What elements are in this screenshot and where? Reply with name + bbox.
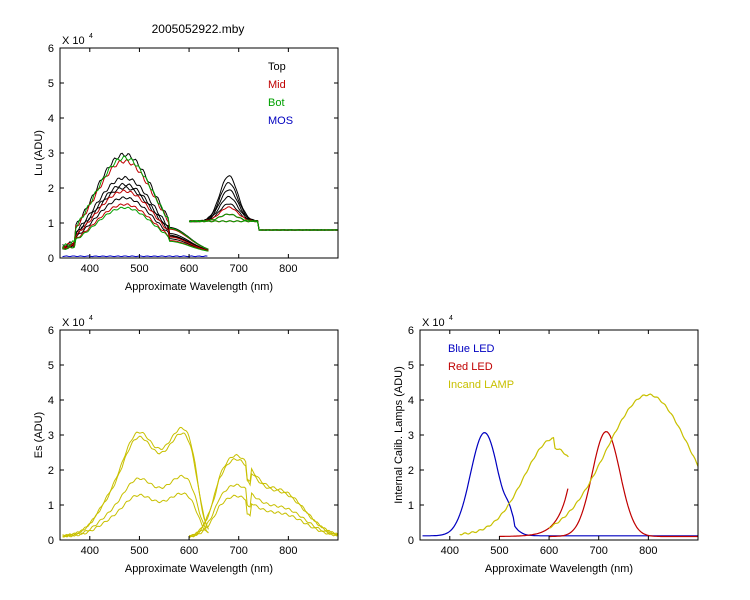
- lamps-x-axis-label: Approximate Wavelength (nm): [485, 563, 633, 575]
- lu-legend-mos: MOS: [268, 115, 293, 127]
- y-tick-label: 1: [408, 500, 414, 512]
- y-tick-label: 4: [48, 113, 54, 125]
- x-tick-label: 800: [279, 545, 297, 557]
- es-series-line: [189, 494, 339, 538]
- x-tick-label: 600: [180, 263, 198, 275]
- lamps-multiplier-exponent: 4: [449, 315, 453, 322]
- y-tick-label: 5: [408, 360, 414, 372]
- x-tick-label: 600: [180, 545, 198, 557]
- es-series-line: [188, 453, 339, 538]
- es-ticks: 400 500 600 700 800 0 1 2 3 4 5 6: [48, 325, 338, 557]
- lu-series-line: [188, 181, 339, 231]
- y-tick-label: 1: [48, 218, 54, 230]
- es-series-line: [188, 483, 339, 538]
- x-tick-label: 500: [130, 263, 148, 275]
- es-multiplier: X 10: [62, 317, 85, 329]
- lamps-series-line: [459, 436, 569, 536]
- es-series-line: [62, 426, 209, 537]
- lu-series-line: [62, 155, 209, 250]
- y-tick-label: 0: [408, 535, 414, 547]
- lamps-multiplier: X 10: [422, 317, 445, 329]
- y-tick-label: 6: [48, 325, 54, 337]
- y-tick-label: 5: [48, 360, 54, 372]
- lu-series-line: [62, 206, 209, 252]
- es-chart: 400 500 600 700 800 0 1 2 3 4 5 6 X 10 4 Approximat…: [33, 315, 339, 575]
- lu-series-line: [62, 189, 209, 251]
- figure-title: 2005052922.mby: [152, 22, 245, 36]
- y-tick-label: 2: [48, 183, 54, 195]
- lu-legend: Top Mid Bot MOS: [268, 61, 293, 127]
- lu-y-axis-label: Lu (ADU): [33, 130, 45, 176]
- lu-legend-mid: Mid: [268, 79, 286, 91]
- y-tick-label: 4: [48, 395, 54, 407]
- lamps-legend: Blue LED Red LED Incand LAMP: [448, 343, 514, 391]
- y-tick-label: 6: [48, 43, 54, 55]
- lu-ticks: 400 500 600 700 800 0 1 2 3 4 5 6: [48, 43, 338, 275]
- x-tick-label: 800: [279, 263, 297, 275]
- lu-chart: 400 500 600 700 800 0 1 2 3 4 5 6 X 10 4 Approximat…: [33, 33, 339, 293]
- y-tick-label: 2: [48, 465, 54, 477]
- es-series-line: [62, 432, 209, 538]
- lu-series-line: [62, 196, 209, 252]
- es-multiplier-exponent: 4: [89, 315, 93, 322]
- x-tick-label: 700: [230, 545, 248, 557]
- x-tick-label: 700: [590, 545, 608, 557]
- y-tick-label: 0: [48, 253, 54, 265]
- es-series-line: [62, 474, 209, 538]
- lu-series-line: [188, 189, 339, 231]
- lu-legend-top: Top: [268, 61, 286, 73]
- x-tick-label: 500: [130, 545, 148, 557]
- lamps-y-axis-label: Internal Calib. Lamps (ADU): [393, 366, 405, 504]
- x-tick-label: 400: [441, 545, 459, 557]
- lu-series-line: [62, 203, 209, 252]
- x-tick-label: 800: [639, 545, 657, 557]
- y-tick-label: 5: [48, 78, 54, 90]
- y-tick-label: 4: [408, 395, 414, 407]
- es-y-axis-label: Es (ADU): [33, 412, 45, 458]
- lu-series-line: [188, 195, 339, 231]
- es-series-layer: [62, 426, 339, 538]
- lamps-series-line: [549, 393, 699, 529]
- y-tick-label: 3: [48, 430, 54, 442]
- es-x-axis-label: Approximate Wavelength (nm): [125, 563, 273, 575]
- lamps-chart: 400 500 600 700 800 0 1 2 3 4 5 6 X 10 4 Approximat…: [393, 315, 699, 575]
- lu-series-line: [189, 220, 339, 231]
- x-tick-label: 600: [540, 545, 558, 557]
- lu-multiplier: X 10: [62, 35, 85, 47]
- lu-plot-frame: [59, 47, 339, 259]
- lu-series-line: [62, 182, 209, 251]
- lamps-series-line: [549, 430, 698, 538]
- lamps-legend-blue-led: Blue LED: [448, 343, 495, 355]
- lamps-ticks: 400 500 600 700 800 0 1 2 3 4 5 6: [408, 325, 698, 557]
- lu-series-line: [62, 175, 209, 251]
- x-tick-label: 700: [230, 263, 248, 275]
- es-series-line: [62, 492, 209, 538]
- lamps-series-line: [499, 488, 569, 537]
- lamps-series-layer: [422, 393, 699, 538]
- y-tick-label: 2: [408, 465, 414, 477]
- es-series-line: [188, 458, 339, 538]
- y-tick-label: 3: [48, 148, 54, 160]
- y-tick-label: 3: [408, 430, 414, 442]
- x-tick-label: 400: [81, 545, 99, 557]
- lu-series-line: [62, 255, 208, 258]
- x-tick-label: 400: [81, 263, 99, 275]
- y-tick-label: 0: [48, 535, 54, 547]
- lamps-legend-incand-lamp: Incand LAMP: [448, 379, 514, 391]
- lu-multiplier-exponent: 4: [89, 33, 93, 40]
- y-tick-label: 6: [408, 325, 414, 337]
- lu-x-axis-label: Approximate Wavelength (nm): [125, 281, 273, 293]
- lu-legend-bot: Bot: [268, 97, 285, 109]
- lamps-legend-red-led: Red LED: [448, 361, 493, 373]
- lu-series-layer: [62, 152, 339, 258]
- es-plot-frame: [59, 329, 339, 541]
- y-tick-label: 1: [48, 500, 54, 512]
- x-tick-label: 500: [490, 545, 508, 557]
